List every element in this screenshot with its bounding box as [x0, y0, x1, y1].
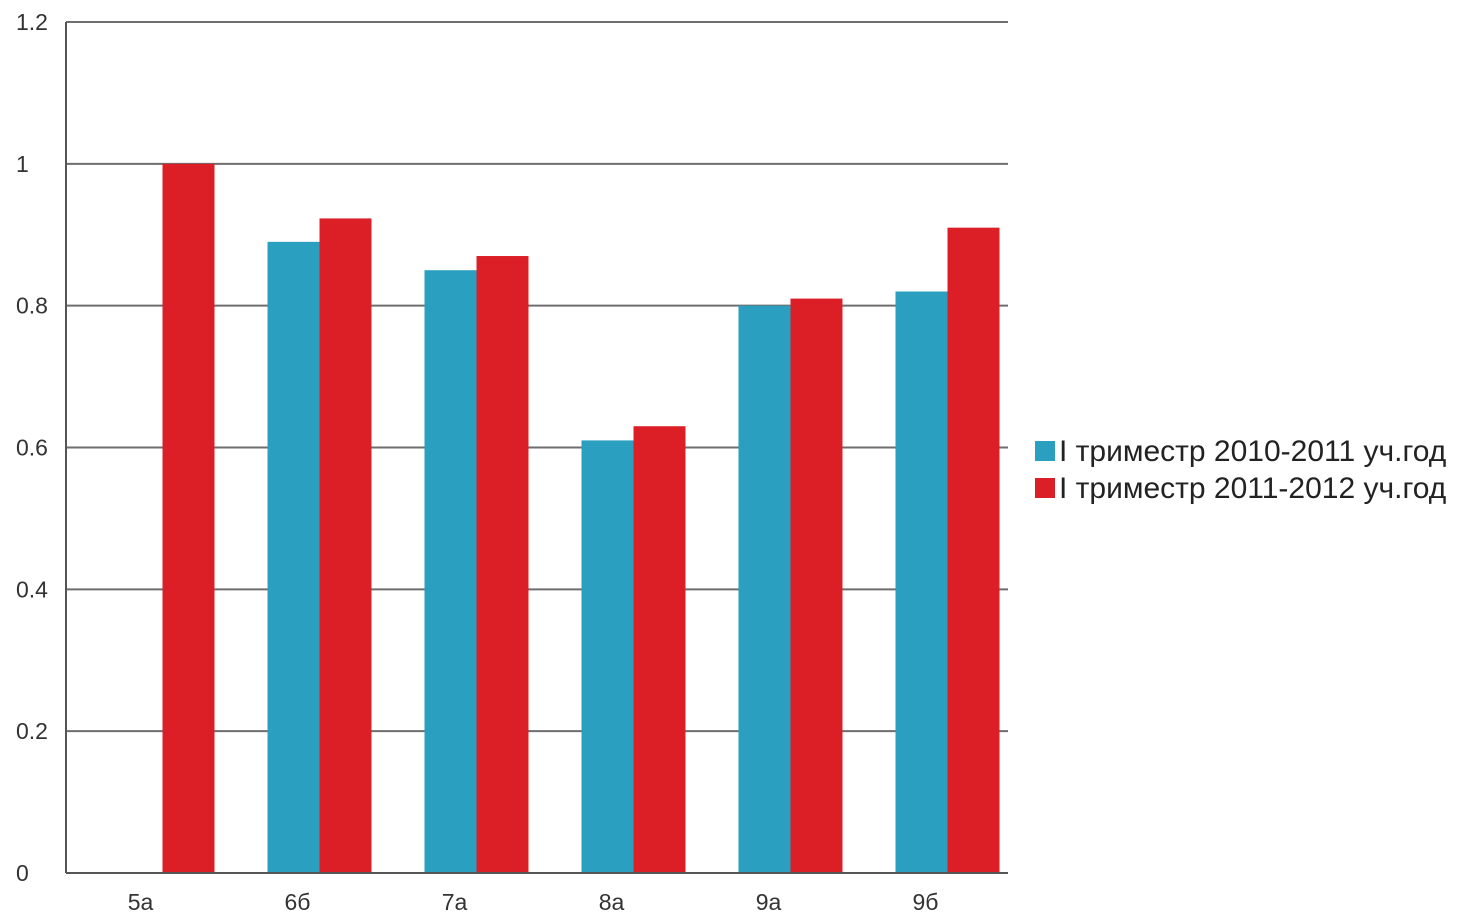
legend: I триместр 2010-2011 уч.год I триместр 20… — [1035, 435, 1446, 505]
y-tick-label: 1 — [16, 151, 29, 177]
bar — [424, 270, 477, 873]
bar — [476, 256, 529, 873]
grid-lines — [66, 21, 1008, 733]
y-tick-label: 0 — [16, 860, 29, 886]
legend-label: I триместр 2011-2012 уч.год — [1059, 472, 1446, 505]
axes — [65, 22, 1008, 874]
y-tick-label: 0.6 — [16, 435, 48, 461]
legend-swatch — [1035, 441, 1055, 461]
bars — [162, 163, 1000, 874]
bar — [738, 305, 791, 874]
x-tick-label: 8а — [599, 889, 625, 915]
x-tick-label: 5а — [128, 889, 154, 915]
y-tick-label: 1.2 — [16, 9, 48, 35]
bar — [790, 298, 843, 873]
bar — [267, 241, 320, 873]
y-tick-labels: 0 0.2 0.4 0.6 0.8 1 1.2 — [16, 9, 48, 886]
bar — [947, 227, 1000, 874]
y-tick-label: 0.2 — [16, 718, 48, 744]
bar — [162, 163, 215, 874]
bar — [319, 218, 372, 874]
bar — [633, 426, 686, 873]
x-tick-label: 6б — [285, 889, 311, 915]
legend-label: I триместр 2010-2011 уч.год — [1059, 435, 1446, 468]
x-tick-labels: 5а 6б 7а 8а 9а 9б — [128, 889, 939, 915]
x-tick-label: 9б — [913, 889, 939, 915]
legend-swatch — [1035, 478, 1055, 498]
bar — [895, 291, 948, 873]
y-tick-label: 0.4 — [16, 576, 48, 602]
x-tick-label: 9а — [756, 889, 782, 915]
y-tick-label: 0.8 — [16, 293, 48, 319]
x-tick-label: 7а — [442, 889, 468, 915]
bar — [581, 440, 634, 873]
